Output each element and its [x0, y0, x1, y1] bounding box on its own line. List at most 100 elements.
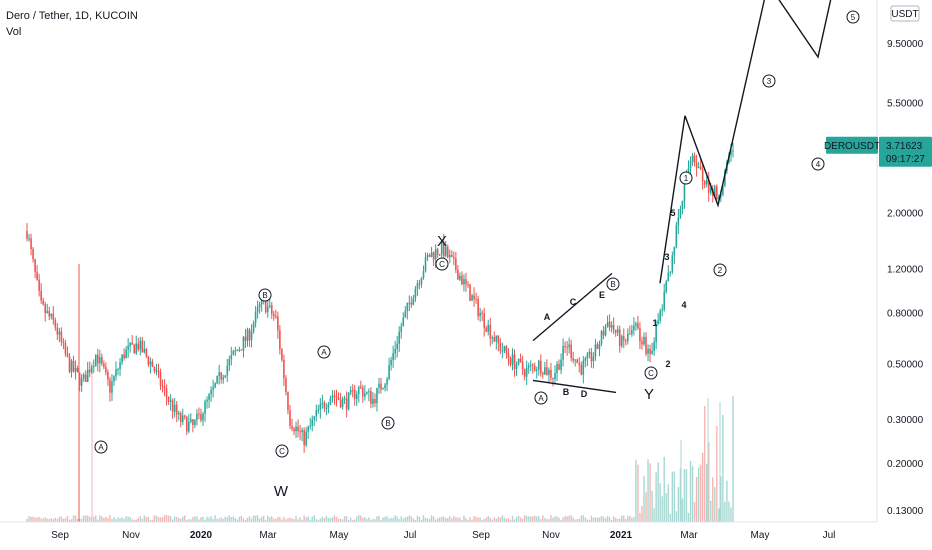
wave-label-circle[interactable] — [713, 263, 727, 277]
candle-body — [341, 398, 344, 408]
volume-bar — [590, 515, 593, 522]
candle-body — [220, 372, 223, 380]
candle-body — [459, 275, 461, 280]
volume-bar — [101, 516, 103, 522]
volume-bar — [224, 516, 226, 522]
candle-body — [364, 393, 366, 397]
volume-indicator-label[interactable]: Vol — [6, 26, 22, 38]
wave-label[interactable]: B — [563, 387, 570, 397]
volume-bar — [295, 516, 297, 522]
wave-label[interactable]: 3 — [664, 252, 669, 262]
candle-body — [370, 391, 372, 404]
wave-label[interactable]: X — [437, 233, 447, 250]
wave-label-circle[interactable] — [94, 440, 108, 454]
volume-bar — [515, 516, 518, 522]
wave-label[interactable]: Y — [644, 386, 654, 403]
candle-body — [410, 302, 413, 305]
candle-body — [689, 161, 692, 169]
wave-line[interactable] — [659, 0, 853, 284]
volume-bar — [34, 517, 36, 522]
volume-bar — [72, 515, 75, 522]
price-tick-label: 0.30000 — [887, 415, 924, 426]
wave-label-circle[interactable] — [317, 345, 331, 359]
wave-label[interactable]: D — [581, 389, 588, 399]
candle-body — [457, 269, 459, 280]
wave-label: C — [439, 260, 445, 269]
volume-bar — [184, 515, 186, 522]
wave-label[interactable]: 4 — [681, 300, 686, 310]
volume-bar — [582, 515, 585, 522]
wave-label-circle[interactable] — [275, 444, 289, 458]
wave-label-circle[interactable] — [606, 277, 620, 291]
volume-bar — [493, 517, 495, 522]
candle-body — [713, 186, 716, 197]
wave-label-circle[interactable] — [534, 391, 548, 405]
wave-label[interactable]: 5 — [670, 208, 675, 218]
volume-bar — [202, 516, 204, 522]
wave-label-circle[interactable] — [258, 288, 272, 302]
wave-label: B — [262, 291, 267, 300]
candle-body — [633, 325, 635, 331]
volume-bar — [303, 515, 305, 522]
candle-body — [394, 348, 396, 354]
volume-bar — [159, 517, 162, 522]
candle-body — [388, 365, 390, 379]
volume-bar — [588, 519, 591, 522]
volume-bar — [378, 515, 380, 522]
candle-body — [477, 298, 479, 317]
volume-bar — [501, 515, 504, 522]
candle-body — [256, 307, 259, 312]
volume-bar — [242, 518, 245, 522]
volume-bar — [82, 515, 85, 522]
price-tick-label: 0.13000 — [887, 506, 924, 517]
wave-label[interactable]: E — [599, 290, 605, 300]
volume-bar — [178, 517, 180, 522]
candle-body — [244, 336, 247, 341]
wave-line[interactable] — [532, 379, 617, 394]
wave-label-circle[interactable] — [762, 74, 776, 88]
volume-bar — [103, 517, 105, 522]
wave-label[interactable]: A — [544, 312, 551, 322]
candle-body — [317, 409, 320, 411]
wave-label[interactable]: W — [274, 483, 289, 500]
candle-body — [137, 343, 140, 350]
candle-body — [60, 331, 63, 342]
candle-body — [499, 343, 502, 351]
candle-body — [123, 354, 125, 359]
candle-body — [705, 180, 708, 185]
wave-label-circle[interactable] — [679, 171, 693, 185]
volume-bar — [198, 519, 200, 522]
candle-body — [378, 383, 380, 388]
wave-label[interactable]: 1 — [652, 318, 657, 328]
wave-line[interactable] — [532, 272, 613, 342]
candle-body — [335, 396, 338, 398]
wave-label[interactable]: 2 — [665, 359, 670, 369]
candle-body — [635, 323, 637, 326]
volume-bar — [532, 516, 534, 522]
wave-label-circle[interactable] — [644, 366, 658, 380]
wave-label-circle[interactable] — [846, 10, 860, 24]
wave-label[interactable]: C — [570, 297, 577, 307]
candle-body — [353, 390, 356, 400]
candle-body — [121, 354, 123, 363]
chart-title: Dero / Tether, 1D, KUCOIN — [6, 10, 138, 22]
wave-label-circle[interactable] — [435, 257, 449, 271]
candle-body — [141, 340, 144, 353]
volume-bar — [424, 517, 427, 522]
candle-body — [66, 353, 69, 357]
unit-badge[interactable] — [890, 5, 920, 22]
candle-body — [374, 398, 376, 404]
volume-bar — [117, 517, 119, 522]
wave-label-circle[interactable] — [381, 416, 395, 430]
candle-body — [194, 420, 196, 426]
candle-body — [305, 431, 307, 446]
volume-bar — [631, 517, 633, 522]
candle-body — [283, 359, 285, 379]
volume-bar — [572, 517, 574, 522]
candle-body — [192, 419, 194, 426]
candle-body — [319, 403, 322, 410]
candle-body — [155, 370, 158, 372]
wave-label-circle[interactable] — [811, 157, 825, 171]
volume-bar — [487, 515, 489, 522]
